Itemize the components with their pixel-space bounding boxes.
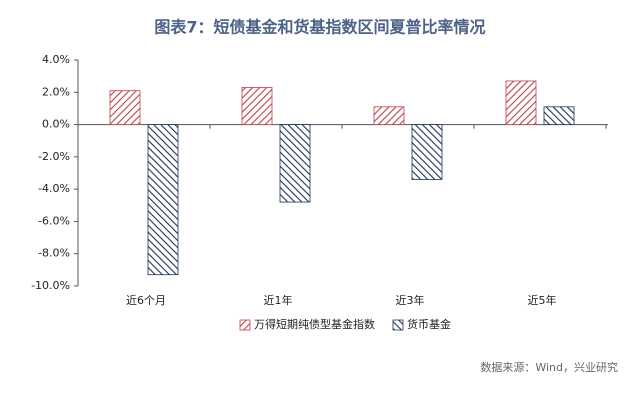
bar [147, 124, 179, 276]
bar [109, 90, 141, 125]
chart-title: 图表7：短债基金和货基指数区间夏普比率情况 [154, 18, 485, 37]
bar [543, 106, 575, 125]
x-tick-label: 近6个月 [126, 294, 166, 307]
source-note: 数据来源：Wind，兴业研究 [480, 360, 618, 374]
legend-label: 货币基金 [407, 317, 451, 331]
y-tick-label: 2.0% [42, 85, 70, 98]
bar [241, 87, 273, 125]
y-tick-label: -10.0% [31, 279, 70, 292]
bar [411, 124, 443, 180]
legend-label: 万得短期纯债型基金指数 [254, 317, 375, 331]
y-tick-label: -4.0% [38, 182, 70, 195]
y-tick-label: -2.0% [38, 150, 70, 163]
y-tick-label: 4.0% [42, 53, 70, 66]
x-tick-label: 近3年 [396, 293, 425, 307]
y-tick-label: -8.0% [38, 247, 70, 260]
legend-swatch [239, 319, 251, 331]
y-tick-label: 0.0% [42, 118, 70, 131]
bar [505, 80, 537, 125]
legend-swatch [392, 319, 404, 331]
x-tick-label: 近5年 [528, 293, 557, 307]
y-tick-label: -6.0% [38, 214, 70, 227]
bar [373, 106, 405, 125]
bar [279, 124, 311, 203]
x-tick-label: 近1年 [264, 293, 293, 307]
